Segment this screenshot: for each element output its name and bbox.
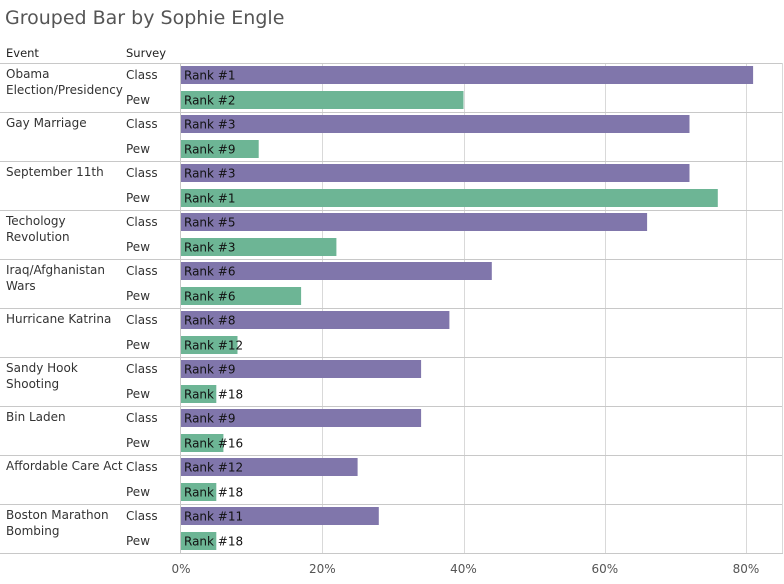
survey-label: Pew	[126, 191, 150, 205]
event-label: Sandy Hook	[6, 361, 78, 375]
bar-class	[181, 507, 379, 525]
bar-data-label: Rank #18	[184, 535, 243, 549]
bar-class	[181, 409, 422, 427]
event-label: Bombing	[6, 524, 59, 538]
x-tick-label: 60%	[591, 562, 618, 576]
bar-pew	[181, 287, 302, 305]
event-label: Iraq/Afghanistan	[6, 263, 105, 277]
bar-class	[181, 262, 492, 280]
survey-label: Pew	[126, 436, 150, 450]
survey-label: Class	[126, 362, 158, 376]
bar-pew	[181, 385, 217, 403]
bar-data-label: Rank #11	[184, 510, 243, 524]
bar-pew	[181, 189, 718, 207]
bar-data-label: Rank #6	[184, 265, 236, 279]
bar-data-label: Rank #9	[184, 412, 236, 426]
bar-data-label: Rank #12	[184, 461, 243, 475]
bar-data-label: Rank #18	[184, 486, 243, 500]
event-label: Bin Laden	[6, 410, 66, 424]
event-label: Revolution	[6, 230, 70, 244]
bar-data-label: Rank #2	[184, 94, 236, 108]
bar-data-label: Rank #18	[184, 388, 243, 402]
bar-pew	[181, 91, 464, 109]
bar-class	[181, 213, 648, 231]
survey-label: Class	[126, 166, 158, 180]
bar-class	[181, 360, 422, 378]
survey-label: Class	[126, 313, 158, 327]
bar-data-label: Rank #3	[184, 167, 236, 181]
event-label: Techology	[5, 214, 66, 228]
bar-data-label: Rank #9	[184, 363, 236, 377]
survey-label: Class	[126, 411, 158, 425]
event-label: Election/Presidency	[6, 83, 123, 97]
x-tick-label: 80%	[733, 562, 760, 576]
survey-label: Pew	[126, 289, 150, 303]
bar-pew	[181, 336, 238, 354]
event-label: Hurricane Katrina	[6, 312, 111, 326]
event-label: Boston Marathon	[6, 508, 109, 522]
x-tick-label: 0%	[171, 562, 190, 576]
survey-label: Class	[126, 264, 158, 278]
bar-pew	[181, 140, 259, 158]
survey-label: Pew	[126, 338, 150, 352]
event-label: September 11th	[6, 165, 104, 179]
bar-class	[181, 164, 690, 182]
bar-pew	[181, 238, 337, 256]
bar-pew	[181, 483, 217, 501]
bar-pew	[181, 434, 224, 452]
survey-label: Pew	[126, 534, 150, 548]
x-tick-label: 20%	[309, 562, 336, 576]
survey-label: Pew	[126, 240, 150, 254]
survey-label: Pew	[126, 142, 150, 156]
event-label: Shooting	[6, 377, 59, 391]
survey-label: Pew	[126, 485, 150, 499]
event-label: Gay Marriage	[6, 116, 87, 130]
survey-column-header: Survey	[126, 46, 167, 60]
bar-data-label: Rank #8	[184, 314, 236, 328]
survey-label: Pew	[126, 93, 150, 107]
bar-class	[181, 311, 450, 329]
bar-data-label: Rank #1	[184, 69, 236, 83]
bar-class	[181, 458, 358, 476]
bar-data-label: Rank #3	[184, 118, 236, 132]
bar-pew	[181, 532, 217, 550]
event-label: Affordable Care Act	[6, 459, 123, 473]
survey-label: Class	[126, 117, 158, 131]
event-label: Wars	[6, 279, 36, 293]
bar-data-label: Rank #5	[184, 216, 236, 230]
survey-label: Class	[126, 509, 158, 523]
bar-class	[181, 66, 754, 84]
survey-label: Pew	[126, 387, 150, 401]
bar-data-label: Rank #16	[184, 437, 243, 451]
bar-data-label: Rank #3	[184, 241, 236, 255]
survey-label: Class	[126, 460, 158, 474]
event-label: Obama	[6, 67, 49, 81]
bar-data-label: Rank #1	[184, 192, 236, 206]
bar-class	[181, 115, 690, 133]
bar-data-label: Rank #6	[184, 290, 236, 304]
survey-label: Class	[126, 215, 158, 229]
chart-title: Grouped Bar by Sophie Engle	[5, 7, 285, 29]
x-tick-label: 40%	[450, 562, 477, 576]
bar-data-label: Rank #12	[184, 339, 243, 353]
bar-data-label: Rank #9	[184, 143, 236, 157]
survey-label: Class	[126, 68, 158, 82]
event-column-header: Event	[6, 46, 39, 60]
